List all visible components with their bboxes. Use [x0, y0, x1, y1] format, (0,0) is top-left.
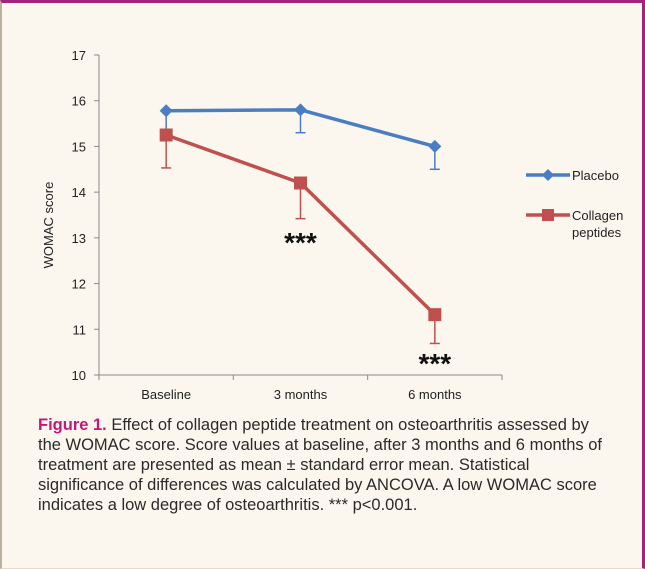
- x-tick-label: 3 months: [274, 387, 328, 402]
- y-tick-label: 11: [73, 322, 87, 337]
- line-chart: 10 11 12 13 14 15 16 17 Baseline 3 months 6 months…: [41, 48, 623, 402]
- data-point: [428, 308, 442, 322]
- data-point: [294, 103, 307, 117]
- legend-label-line: peptides: [572, 225, 622, 240]
- significance-annotation: ***: [284, 227, 317, 258]
- legend-label-line: Placebo: [572, 168, 619, 183]
- figure-caption: Figure 1. Effect of collagen peptide tre…: [38, 415, 613, 515]
- x-tick-label: Baseline: [141, 387, 191, 402]
- data-point: [159, 104, 173, 118]
- legend-label-line: Collagen: [572, 208, 623, 223]
- y-tick-label: 16: [72, 94, 86, 109]
- legend-marker: [542, 169, 554, 181]
- figure-label: Figure 1.: [38, 416, 107, 434]
- data-point: [159, 128, 173, 142]
- legend-marker: [542, 209, 554, 221]
- y-tick-label: 14: [72, 185, 86, 200]
- y-tick-label: 17: [72, 48, 86, 63]
- data-point: [428, 139, 442, 153]
- significance-annotation: ***: [418, 348, 451, 379]
- y-tick-label: 13: [72, 231, 86, 246]
- y-tick-label: 15: [72, 139, 86, 154]
- y-axis-title: WOMAC score: [41, 182, 56, 269]
- legend-label: Placebo: [572, 168, 619, 183]
- data-point: [294, 176, 307, 190]
- y-tick-label: 12: [72, 277, 86, 292]
- legend-label: Collagen peptides: [572, 208, 623, 240]
- series-line: [165, 133, 437, 316]
- x-tick-label: 6 months: [408, 387, 462, 402]
- caption-text: Effect of collagen peptide treatment on …: [38, 416, 603, 514]
- y-tick-label: 10: [72, 368, 86, 383]
